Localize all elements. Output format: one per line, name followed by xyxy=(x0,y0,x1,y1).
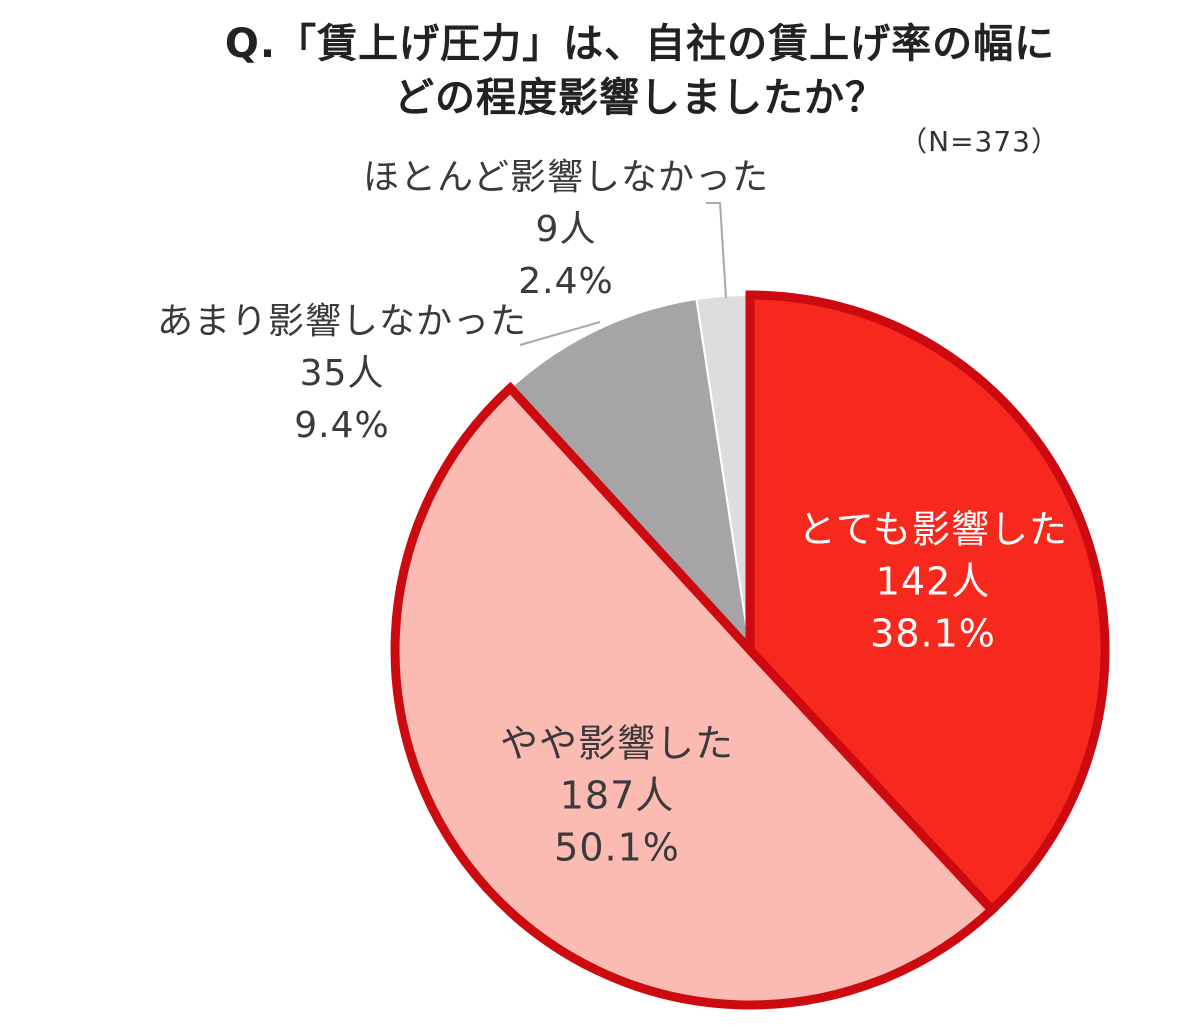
slice-yaya-percent-label: 50.1% xyxy=(554,826,680,870)
slice-amari-count-label: 35人 xyxy=(300,353,385,394)
sample-size-label: （N=373） xyxy=(899,125,1060,158)
chart-title-line2: どの程度影響しましたか？ xyxy=(394,75,886,121)
slice-yaya-label-label: やや影響した xyxy=(500,722,734,766)
slice-hotondo-label-label: ほとんど影響しなかった xyxy=(363,157,769,198)
slice-totemo-label-label: とても影響した xyxy=(798,508,1068,552)
slice-hotondo-percent-label: 2.4% xyxy=(518,261,613,302)
chart-title-line1: Q.「賃上げ圧力」は、自社の賃上げ率の幅に xyxy=(224,21,1056,67)
slice-amari-label-label: あまり影響しなかった xyxy=(157,301,527,342)
slice-totemo xyxy=(745,290,1110,917)
leader-line-hotondo xyxy=(706,202,727,299)
slice-hotondo-count-label: 9人 xyxy=(536,209,597,250)
slice-amari-percent-label: 9.4% xyxy=(294,405,389,446)
slice-yaya-count-label: 187人 xyxy=(560,774,675,818)
slice-yaya xyxy=(390,381,999,1010)
slice-amari xyxy=(508,297,752,654)
leader-line-amari xyxy=(519,321,601,346)
slice-totemo-percent-label: 38.1% xyxy=(870,612,996,656)
slice-totemo-count-label: 142人 xyxy=(876,560,991,604)
